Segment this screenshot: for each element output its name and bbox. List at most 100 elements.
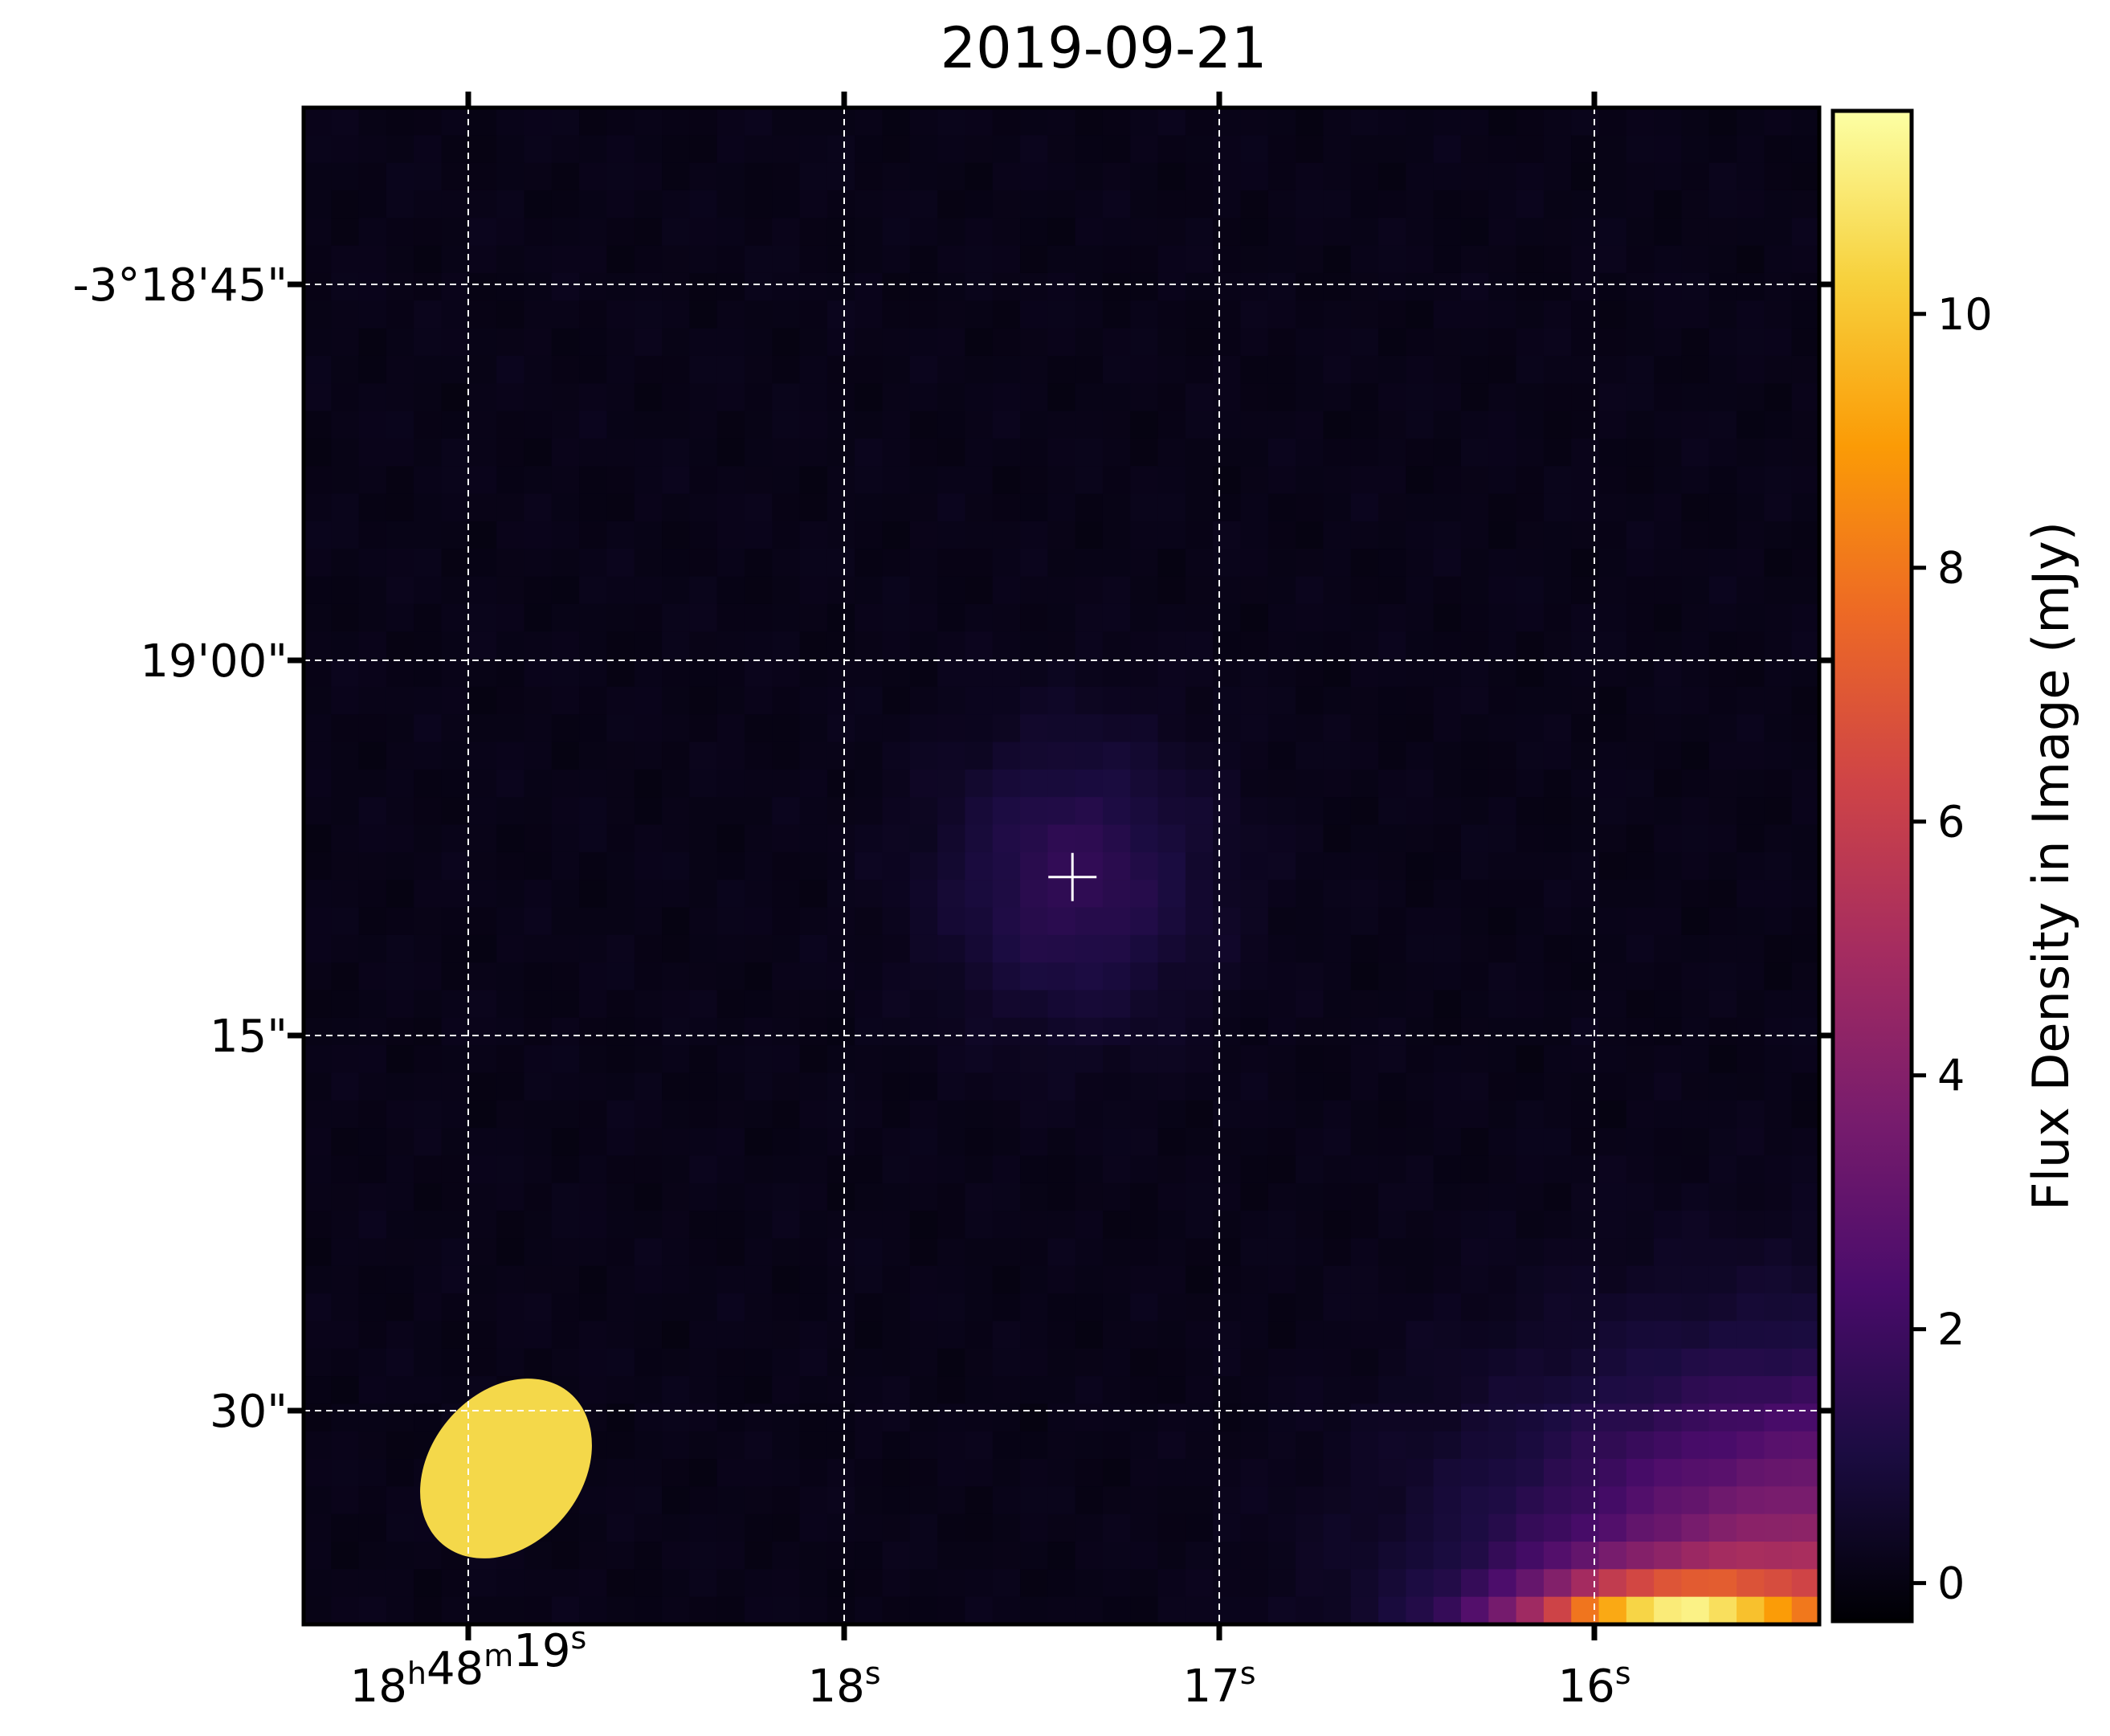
heatmap-pixel bbox=[1020, 355, 1048, 384]
heatmap-pixel bbox=[992, 1100, 1021, 1129]
heatmap-pixel bbox=[1185, 162, 1214, 191]
heatmap-pixel bbox=[1791, 355, 1820, 384]
heatmap-pixel bbox=[1157, 934, 1186, 963]
heatmap-pixel bbox=[1157, 108, 1186, 136]
heatmap-pixel bbox=[468, 328, 497, 357]
heatmap-pixel bbox=[855, 108, 884, 136]
heatmap-pixel bbox=[1020, 603, 1048, 632]
heatmap-pixel bbox=[551, 1155, 580, 1184]
heatmap-pixel bbox=[1185, 1569, 1214, 1598]
heatmap-pixel bbox=[331, 300, 360, 329]
heatmap-pixel bbox=[331, 576, 360, 605]
heatmap-pixel bbox=[1323, 1017, 1352, 1046]
heatmap-pixel bbox=[937, 603, 966, 632]
heatmap-pixel bbox=[1654, 1128, 1683, 1157]
heatmap-pixel bbox=[1737, 907, 1765, 936]
heatmap-pixel bbox=[799, 576, 828, 605]
heatmap-pixel bbox=[662, 1403, 690, 1432]
heatmap-pixel bbox=[1047, 300, 1076, 329]
heatmap-pixel bbox=[579, 328, 607, 357]
heatmap-pixel bbox=[882, 769, 911, 798]
heatmap-pixel bbox=[1708, 1238, 1737, 1267]
heatmap-pixel bbox=[1185, 686, 1214, 715]
heatmap-pixel bbox=[414, 1403, 443, 1432]
heatmap-pixel bbox=[386, 218, 414, 247]
heatmap-pixel bbox=[606, 190, 635, 219]
heatmap-pixel bbox=[496, 741, 525, 770]
heatmap-pixel bbox=[1075, 521, 1104, 549]
heatmap-pixel bbox=[799, 1486, 828, 1515]
heatmap-pixel bbox=[1323, 1348, 1352, 1377]
heatmap-pixel bbox=[772, 218, 801, 247]
heatmap-pixel bbox=[1350, 769, 1379, 798]
dec-tick-label: 19'00" bbox=[140, 635, 288, 688]
heatmap-pixel bbox=[716, 438, 745, 467]
heatmap-pixel bbox=[1708, 659, 1737, 688]
heatmap-pixel bbox=[855, 1183, 884, 1211]
heatmap-pixel bbox=[1185, 438, 1214, 467]
heatmap-pixel bbox=[634, 1459, 663, 1487]
heatmap-pixel bbox=[689, 1072, 718, 1101]
heatmap-pixel bbox=[304, 108, 332, 136]
heatmap-pixel bbox=[634, 1403, 663, 1432]
heatmap-pixel bbox=[1378, 769, 1406, 798]
heatmap-pixel bbox=[992, 1486, 1021, 1515]
heatmap-pixel bbox=[689, 1348, 718, 1377]
heatmap-pixel bbox=[414, 1155, 443, 1184]
heatmap-pixel bbox=[1708, 769, 1737, 798]
heatmap-pixel bbox=[1433, 1100, 1462, 1129]
heatmap-pixel bbox=[524, 328, 553, 357]
heatmap-pixel bbox=[386, 824, 414, 853]
heatmap-pixel bbox=[496, 521, 525, 549]
heatmap-pixel bbox=[1598, 1348, 1627, 1377]
heatmap-pixel bbox=[1626, 411, 1655, 439]
heatmap-pixel bbox=[358, 383, 387, 412]
heatmap-pixel bbox=[468, 1348, 497, 1377]
heatmap-pixel bbox=[1406, 1100, 1435, 1129]
heatmap-pixel bbox=[1406, 1486, 1435, 1515]
heatmap-pixel bbox=[744, 1265, 773, 1294]
heatmap-pixel bbox=[909, 1155, 938, 1184]
heatmap-pixel bbox=[331, 438, 360, 467]
heatmap-pixel bbox=[1654, 990, 1683, 1019]
heatmap-pixel bbox=[799, 659, 828, 688]
heatmap-pixel bbox=[1240, 521, 1269, 549]
heatmap-pixel bbox=[579, 1293, 607, 1321]
heatmap-pixel bbox=[1543, 1321, 1572, 1350]
heatmap-pixel bbox=[1488, 907, 1517, 936]
heatmap-pixel bbox=[1406, 1155, 1435, 1184]
heatmap-pixel bbox=[1626, 1072, 1655, 1101]
heatmap-pixel bbox=[1020, 108, 1048, 136]
heatmap-pixel bbox=[1764, 962, 1793, 991]
heatmap-pixel bbox=[1130, 1459, 1159, 1487]
heatmap-pixel bbox=[1323, 549, 1352, 578]
heatmap-pixel bbox=[1681, 741, 1710, 770]
heatmap-pixel bbox=[441, 1238, 470, 1267]
heatmap-pixel bbox=[579, 797, 607, 826]
heatmap-pixel bbox=[579, 741, 607, 770]
heatmap-pixel bbox=[1460, 1072, 1489, 1101]
heatmap-pixel bbox=[689, 1183, 718, 1211]
heatmap-pixel bbox=[1047, 272, 1076, 301]
heatmap-pixel bbox=[1737, 1211, 1765, 1240]
heatmap-pixel bbox=[1737, 576, 1765, 605]
heatmap-pixel bbox=[304, 1513, 332, 1542]
heatmap-pixel bbox=[772, 576, 801, 605]
heatmap-pixel bbox=[1267, 108, 1296, 136]
heatmap-pixel bbox=[386, 1513, 414, 1542]
heatmap-pixel bbox=[1737, 1293, 1765, 1321]
heatmap-pixel bbox=[606, 797, 635, 826]
heatmap-pixel bbox=[1737, 108, 1765, 136]
heatmap-pixel bbox=[1654, 907, 1683, 936]
heatmap-pixel bbox=[304, 576, 332, 605]
heatmap-pixel bbox=[1791, 1100, 1820, 1129]
heatmap-pixel bbox=[1323, 245, 1352, 274]
heatmap-pixel bbox=[1460, 521, 1489, 549]
heatmap-pixel bbox=[606, 1403, 635, 1432]
heatmap-pixel bbox=[1681, 190, 1710, 219]
heatmap-pixel bbox=[1047, 355, 1076, 384]
heatmap-pixel bbox=[579, 300, 607, 329]
heatmap-pixel bbox=[662, 907, 690, 936]
heatmap-pixel bbox=[1323, 1155, 1352, 1184]
heatmap-pixel bbox=[634, 328, 663, 357]
